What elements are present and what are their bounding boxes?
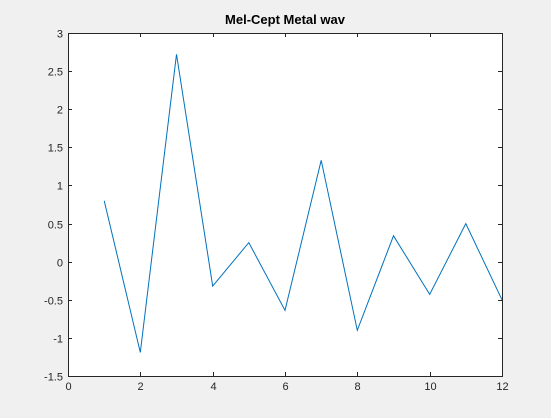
y-tick-label: 3 [57,29,63,41]
y-tick-label: 1.5 [48,143,63,155]
x-tick-label: 4 [210,381,216,393]
y-tick-label: 0.5 [48,220,63,232]
x-tick-label: 12 [496,381,508,393]
y-tick-label: 2 [57,105,63,117]
x-tick-label: 8 [354,381,360,393]
x-axis: 0 2 4 6 8 10 12 [65,33,509,393]
y-tick-label: 0 [57,258,63,270]
chart-title: Mel-Cept Metal wav [225,12,346,27]
y-axis: -1.5 -1 -0.5 0 0.5 1 1.5 2 2.5 3 [44,29,502,384]
series-layer [103,54,503,353]
y-tick-label: -0.5 [44,296,63,308]
y-tick-label: -1.5 [44,372,63,384]
y-tick-label: 1 [57,181,63,193]
y-tick-label: -1 [53,334,63,346]
x-tick-label: 6 [282,381,288,393]
x-tick-label: 2 [137,381,143,393]
plot-area [68,33,502,376]
x-tick-label: 0 [65,381,71,393]
x-tick-label: 10 [424,381,436,393]
y-tick-label: 2.5 [48,67,63,79]
series-line [103,54,503,353]
